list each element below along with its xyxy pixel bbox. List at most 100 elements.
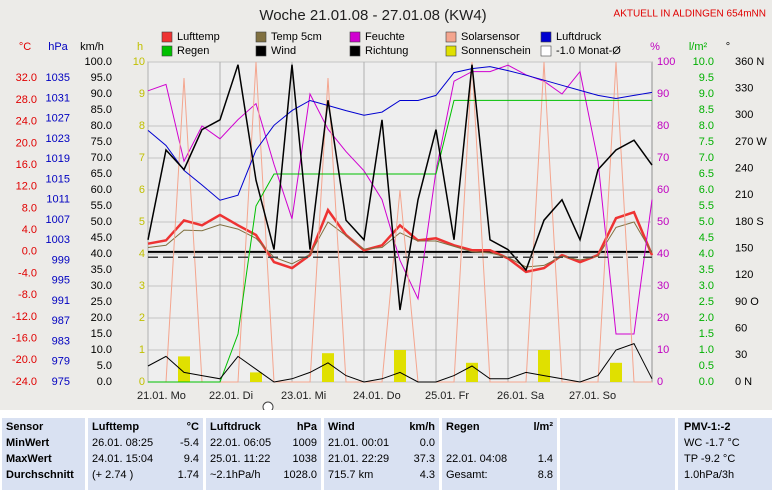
legend-swatch: [255, 45, 267, 57]
series-line: [147, 64, 653, 311]
sunshine-bar: [394, 350, 406, 382]
row-label: Sensor: [6, 421, 44, 433]
stat-value: 0.0: [419, 437, 435, 449]
y-tick-label: 8.0: [22, 202, 37, 214]
y-tick-label: 60: [657, 184, 669, 196]
x-tick-label: 25.01. Fr: [425, 390, 469, 402]
y-tick-label: 7.0: [699, 152, 714, 164]
y-tick-label: 0.0: [97, 376, 112, 388]
y-tick-label: 7.5: [699, 136, 714, 148]
y-tick-label: 90 O: [735, 296, 759, 308]
y-tick-label: 8: [139, 120, 145, 132]
y-tick-label: 240: [735, 163, 753, 175]
y-tick-label: 3.5: [699, 264, 714, 276]
sunshine-bar: [178, 356, 190, 382]
y-tick-label: 0 N: [735, 376, 752, 388]
stat-value: 1028.0: [283, 469, 317, 481]
column-unit: km/h: [409, 421, 435, 433]
stats-column: [324, 418, 439, 490]
legend-swatch: [445, 45, 457, 57]
y-tick-label: 55.0: [91, 200, 112, 212]
y-tick-label: 20.0: [91, 312, 112, 324]
now-marker: [262, 401, 274, 410]
y-tick-label: 1019: [46, 153, 70, 165]
y-tick-label: -8.0: [18, 289, 37, 301]
x-tick-label: 26.01. Sa: [497, 390, 545, 402]
stats-column: [442, 418, 557, 490]
stat-detail: 22.01. 04:08: [446, 453, 508, 465]
legend-swatch: [255, 31, 267, 43]
series-line: [147, 66, 653, 201]
stat-value: 1.4: [537, 453, 553, 465]
stat-value: -5.4: [180, 437, 199, 449]
legend-label: Sonnenschein: [461, 45, 531, 57]
y-tick-label: 4.0: [22, 224, 37, 236]
stat-detail: 22.01. 06:05: [210, 437, 272, 449]
legend-swatch: [445, 31, 457, 43]
column-header: Lufttemp: [92, 421, 140, 433]
axis-unit: °C: [19, 41, 31, 53]
y-tick-label: 45.0: [91, 232, 112, 244]
legend-label: Luftdruck: [556, 31, 602, 43]
sunshine-bar: [250, 372, 262, 382]
y-tick-label: 1031: [46, 92, 70, 104]
y-tick-label: 9: [139, 88, 145, 100]
y-tick-label: 10: [133, 56, 145, 68]
y-tick-label: 0: [139, 376, 145, 388]
stat-value: 4.3: [419, 469, 435, 481]
y-tick-label: 330: [735, 83, 753, 95]
y-tick-label: 2.5: [699, 296, 714, 308]
axis-unit: h: [137, 41, 143, 53]
pmv-line: TP -9.2 °C: [684, 453, 736, 465]
column-unit: hPa: [296, 421, 317, 433]
stats-column: [678, 418, 772, 490]
y-tick-label: 360 N: [735, 56, 764, 68]
stat-detail: Gesamt:: [446, 469, 488, 481]
y-tick-label: 95.0: [91, 72, 112, 84]
stat-value: 37.3: [413, 453, 435, 465]
axis-unit: °: [726, 41, 730, 53]
row-label: MaxWert: [6, 453, 52, 465]
legend-swatch: [349, 31, 361, 43]
y-tick-label: 28.0: [16, 94, 37, 106]
y-tick-label: 1007: [46, 214, 70, 226]
y-tick-label: 0.0: [699, 376, 714, 388]
y-tick-label: 995: [52, 275, 70, 287]
stat-value: 8.8: [537, 469, 553, 481]
column-unit: l/m²: [533, 421, 553, 433]
y-tick-label: 8.0: [699, 120, 714, 132]
y-tick-label: 975: [52, 376, 70, 388]
pmv-line: WC -1.7 °C: [684, 437, 740, 449]
legend-label: Regen: [177, 45, 209, 57]
pmv-line: 1.0hPa/3h: [684, 469, 735, 481]
y-tick-label: 15.0: [91, 328, 112, 340]
legend-swatch: [540, 31, 552, 43]
stat-detail: 715.7 km: [328, 469, 374, 481]
legend-label: Lufttemp: [177, 31, 220, 43]
y-tick-label: 30.0: [91, 280, 112, 292]
pmv-title: PMV-1:-2: [684, 421, 731, 433]
y-tick-label: 300: [735, 109, 753, 121]
y-tick-label: 35.0: [91, 264, 112, 276]
y-tick-label: 4.5: [699, 232, 714, 244]
legend-swatch: [161, 45, 173, 57]
sunshine-bar: [322, 353, 334, 382]
y-tick-label: 20.0: [16, 137, 37, 149]
x-tick-label: 24.01. Do: [353, 390, 401, 402]
stat-detail: 21.01. 22:29: [328, 453, 390, 465]
y-tick-label: 100.0: [84, 56, 112, 68]
axis-unit: l/m²: [689, 41, 708, 53]
y-tick-label: 5.0: [97, 360, 112, 372]
stat-detail: ~2.1hPa/h: [210, 469, 261, 481]
legend-label: Wind: [271, 45, 296, 57]
y-tick-label: 70: [657, 152, 669, 164]
y-tick-label: 999: [52, 254, 70, 266]
y-tick-label: 0.5: [699, 360, 714, 372]
y-tick-label: 90.0: [91, 88, 112, 100]
y-tick-label: 180 S: [735, 216, 764, 228]
y-tick-label: 70.0: [91, 152, 112, 164]
y-tick-label: 65.0: [91, 168, 112, 180]
y-tick-label: 1035: [46, 72, 70, 84]
y-tick-label: 991: [52, 295, 70, 307]
y-tick-label: 6.0: [699, 184, 714, 196]
